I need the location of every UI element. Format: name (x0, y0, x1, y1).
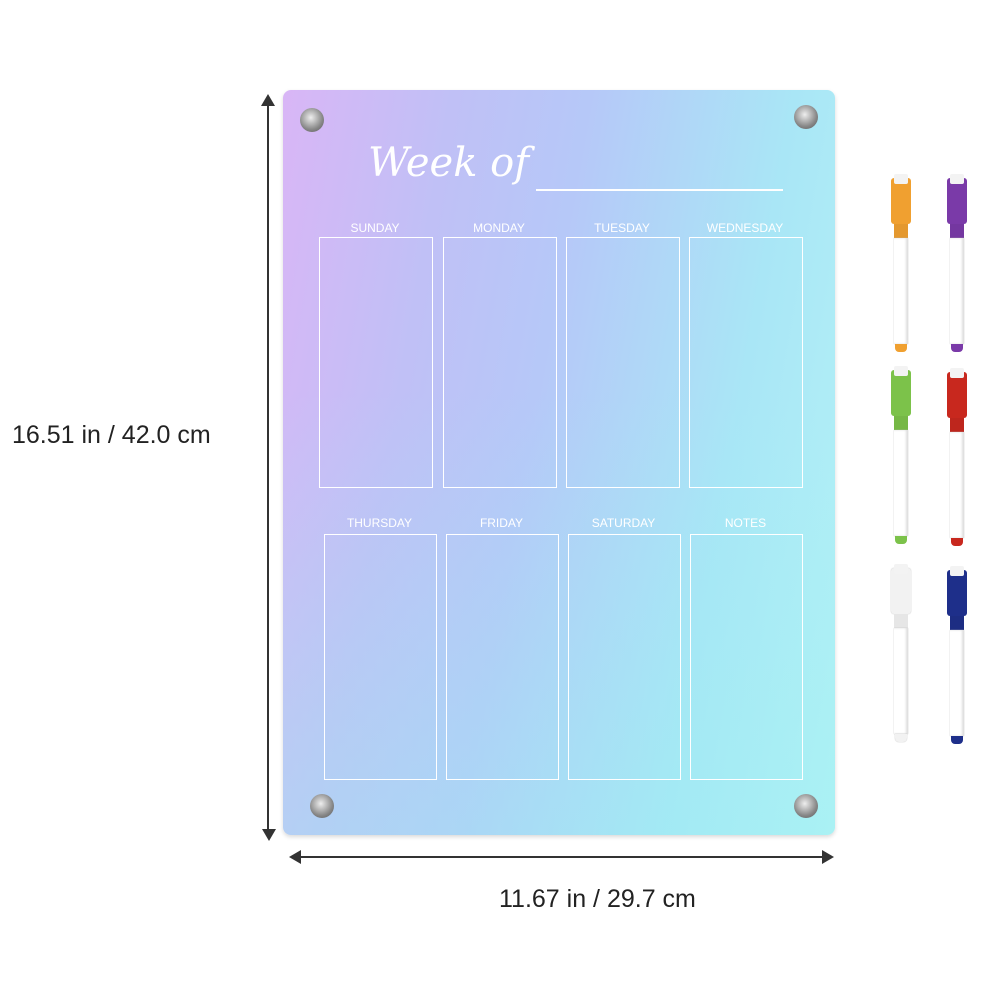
day-box (319, 237, 433, 488)
screw-icon (300, 108, 324, 132)
day-label: FRIDAY (479, 516, 524, 530)
marker-pen (947, 368, 967, 548)
day-box (690, 534, 803, 780)
screw-icon (794, 794, 818, 818)
screw-icon (310, 794, 334, 818)
day-label: NOTES (724, 516, 767, 530)
day-label: TUESDAY (594, 221, 650, 235)
height-label: 16.51 in / 42.0 cm (12, 421, 211, 449)
marker-pen (891, 366, 911, 546)
whiteboard (283, 90, 835, 835)
day-box (566, 237, 680, 488)
day-label: SATURDAY (591, 516, 656, 530)
screw-icon (794, 105, 818, 129)
marker-pen (947, 174, 967, 354)
marker-pen (891, 564, 911, 744)
day-label: WEDNESDAY (706, 221, 784, 235)
day-box (568, 534, 681, 780)
marker-pen (947, 566, 967, 746)
day-label: THURSDAY (346, 516, 413, 530)
day-label: MONDAY (473, 221, 525, 235)
width-label: 11.67 in / 29.7 cm (499, 885, 696, 913)
day-box (443, 237, 557, 488)
height-arrow (267, 100, 269, 833)
width-arrow (296, 856, 826, 858)
day-label: SUNDAY (350, 221, 400, 235)
week-line (536, 189, 783, 191)
day-box (324, 534, 437, 780)
board-title: Week of (368, 140, 530, 186)
marker-pen (891, 174, 911, 354)
day-box (446, 534, 559, 780)
day-box (689, 237, 803, 488)
